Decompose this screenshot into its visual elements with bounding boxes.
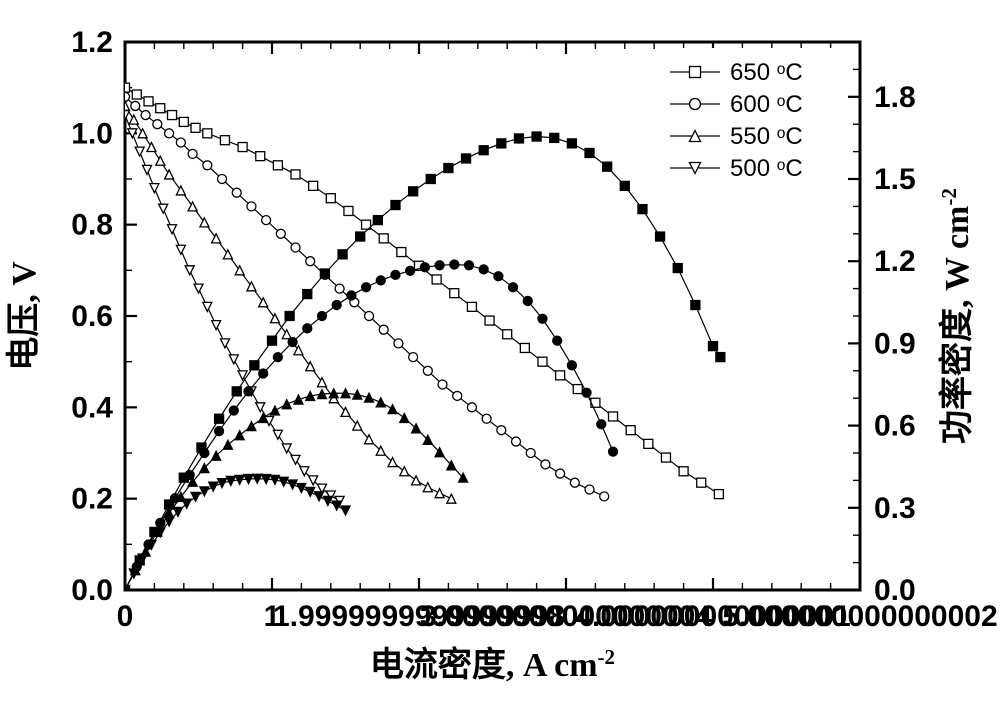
chart-container: 011.99999999999999983.00000000000000044.… [0, 0, 1000, 717]
svg-text:0.3: 0.3 [874, 492, 916, 525]
series-600C-P [121, 260, 618, 595]
svg-text:0.2: 0.2 [71, 483, 113, 516]
svg-text:0.4: 0.4 [71, 391, 113, 424]
legend: 650 oC 600 oC 550 oC 500 oC [662, 48, 838, 192]
svg-text:1.2: 1.2 [71, 26, 113, 59]
svg-text:0.8: 0.8 [71, 209, 113, 242]
svg-text:1.8: 1.8 [874, 81, 916, 114]
series-550C-P [121, 389, 468, 595]
svg-text:1.0: 1.0 [71, 117, 113, 150]
iv-power-chart: 011.99999999999999983.00000000000000044.… [0, 0, 1000, 717]
svg-text:0.6: 0.6 [874, 410, 916, 443]
legend-label: 500 oC [730, 155, 803, 182]
svg-text:0.0: 0.0 [874, 574, 916, 607]
legend-label: 600 oC [730, 91, 803, 118]
svg-text:0.6: 0.6 [71, 300, 113, 333]
svg-text:0.0: 0.0 [71, 574, 113, 607]
svg-text:1.5: 1.5 [874, 163, 916, 196]
legend-label: 550 oC [730, 123, 803, 150]
svg-text:0.9: 0.9 [874, 327, 916, 360]
series-650C-V [121, 83, 724, 498]
svg-text:5.000000000000002: 5.000000000000002 [722, 600, 997, 633]
svg-text:0: 0 [117, 600, 134, 633]
series-550C-V [121, 101, 456, 503]
series-600C-V [121, 92, 609, 501]
series-500C-V [121, 111, 345, 506]
svg-text:1.2: 1.2 [874, 245, 916, 278]
svg-text:电压, V: 电压, V [5, 261, 43, 371]
legend-label: 650 oC [730, 59, 803, 86]
svg-text:功率密度, W cm-2: 功率密度, W cm-2 [937, 188, 976, 444]
svg-text:电流密度, A cm-2: 电流密度, A cm-2 [370, 645, 615, 684]
series-650C-P [121, 132, 725, 594]
